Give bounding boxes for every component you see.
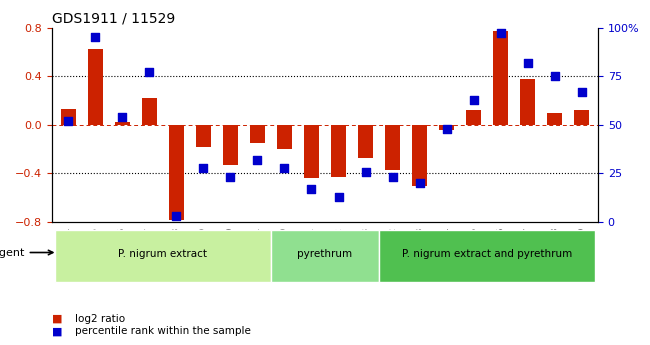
Point: [577, 89, 587, 95]
Point: [306, 186, 317, 192]
Bar: [142, 98, 157, 125]
Text: P. nigrum extract and pyrethrum: P. nigrum extract and pyrethrum: [402, 249, 572, 259]
Text: percentile rank within the sample: percentile rank within the sample: [75, 326, 251, 336]
Bar: [223, 125, 238, 165]
Bar: [547, 113, 562, 125]
Point: [171, 214, 181, 219]
Point: [63, 118, 73, 124]
Point: [523, 60, 533, 65]
Bar: [412, 125, 427, 186]
Point: [252, 157, 263, 162]
Text: ■: ■: [52, 326, 62, 336]
Text: pyrethrum: pyrethrum: [298, 249, 352, 259]
Point: [469, 97, 479, 102]
FancyBboxPatch shape: [379, 230, 595, 282]
Bar: [61, 109, 75, 125]
Bar: [304, 125, 319, 178]
Bar: [250, 125, 265, 143]
Bar: [169, 125, 184, 220]
FancyBboxPatch shape: [55, 230, 271, 282]
Bar: [277, 125, 292, 149]
Bar: [358, 125, 373, 158]
Point: [441, 126, 452, 131]
Bar: [493, 31, 508, 125]
Point: [225, 175, 235, 180]
FancyBboxPatch shape: [271, 230, 379, 282]
Bar: [520, 79, 535, 125]
Text: log2 ratio: log2 ratio: [75, 314, 125, 324]
Bar: [466, 110, 481, 125]
Bar: [439, 125, 454, 130]
Text: ■: ■: [52, 314, 62, 324]
Point: [198, 165, 209, 170]
Point: [333, 194, 344, 200]
Point: [280, 165, 290, 170]
Text: agent: agent: [0, 247, 53, 257]
Bar: [115, 122, 130, 125]
Point: [90, 34, 101, 40]
Point: [144, 70, 155, 75]
Text: GDS1911 / 11529: GDS1911 / 11529: [52, 11, 176, 25]
Point: [387, 175, 398, 180]
Point: [549, 73, 560, 79]
Bar: [196, 125, 211, 147]
Bar: [331, 125, 346, 177]
Bar: [385, 125, 400, 170]
Bar: [575, 110, 589, 125]
Point: [117, 114, 127, 120]
Point: [360, 169, 370, 174]
Bar: [88, 49, 103, 125]
Point: [495, 31, 506, 36]
Text: P. nigrum extract: P. nigrum extract: [118, 249, 207, 259]
Point: [415, 180, 425, 186]
